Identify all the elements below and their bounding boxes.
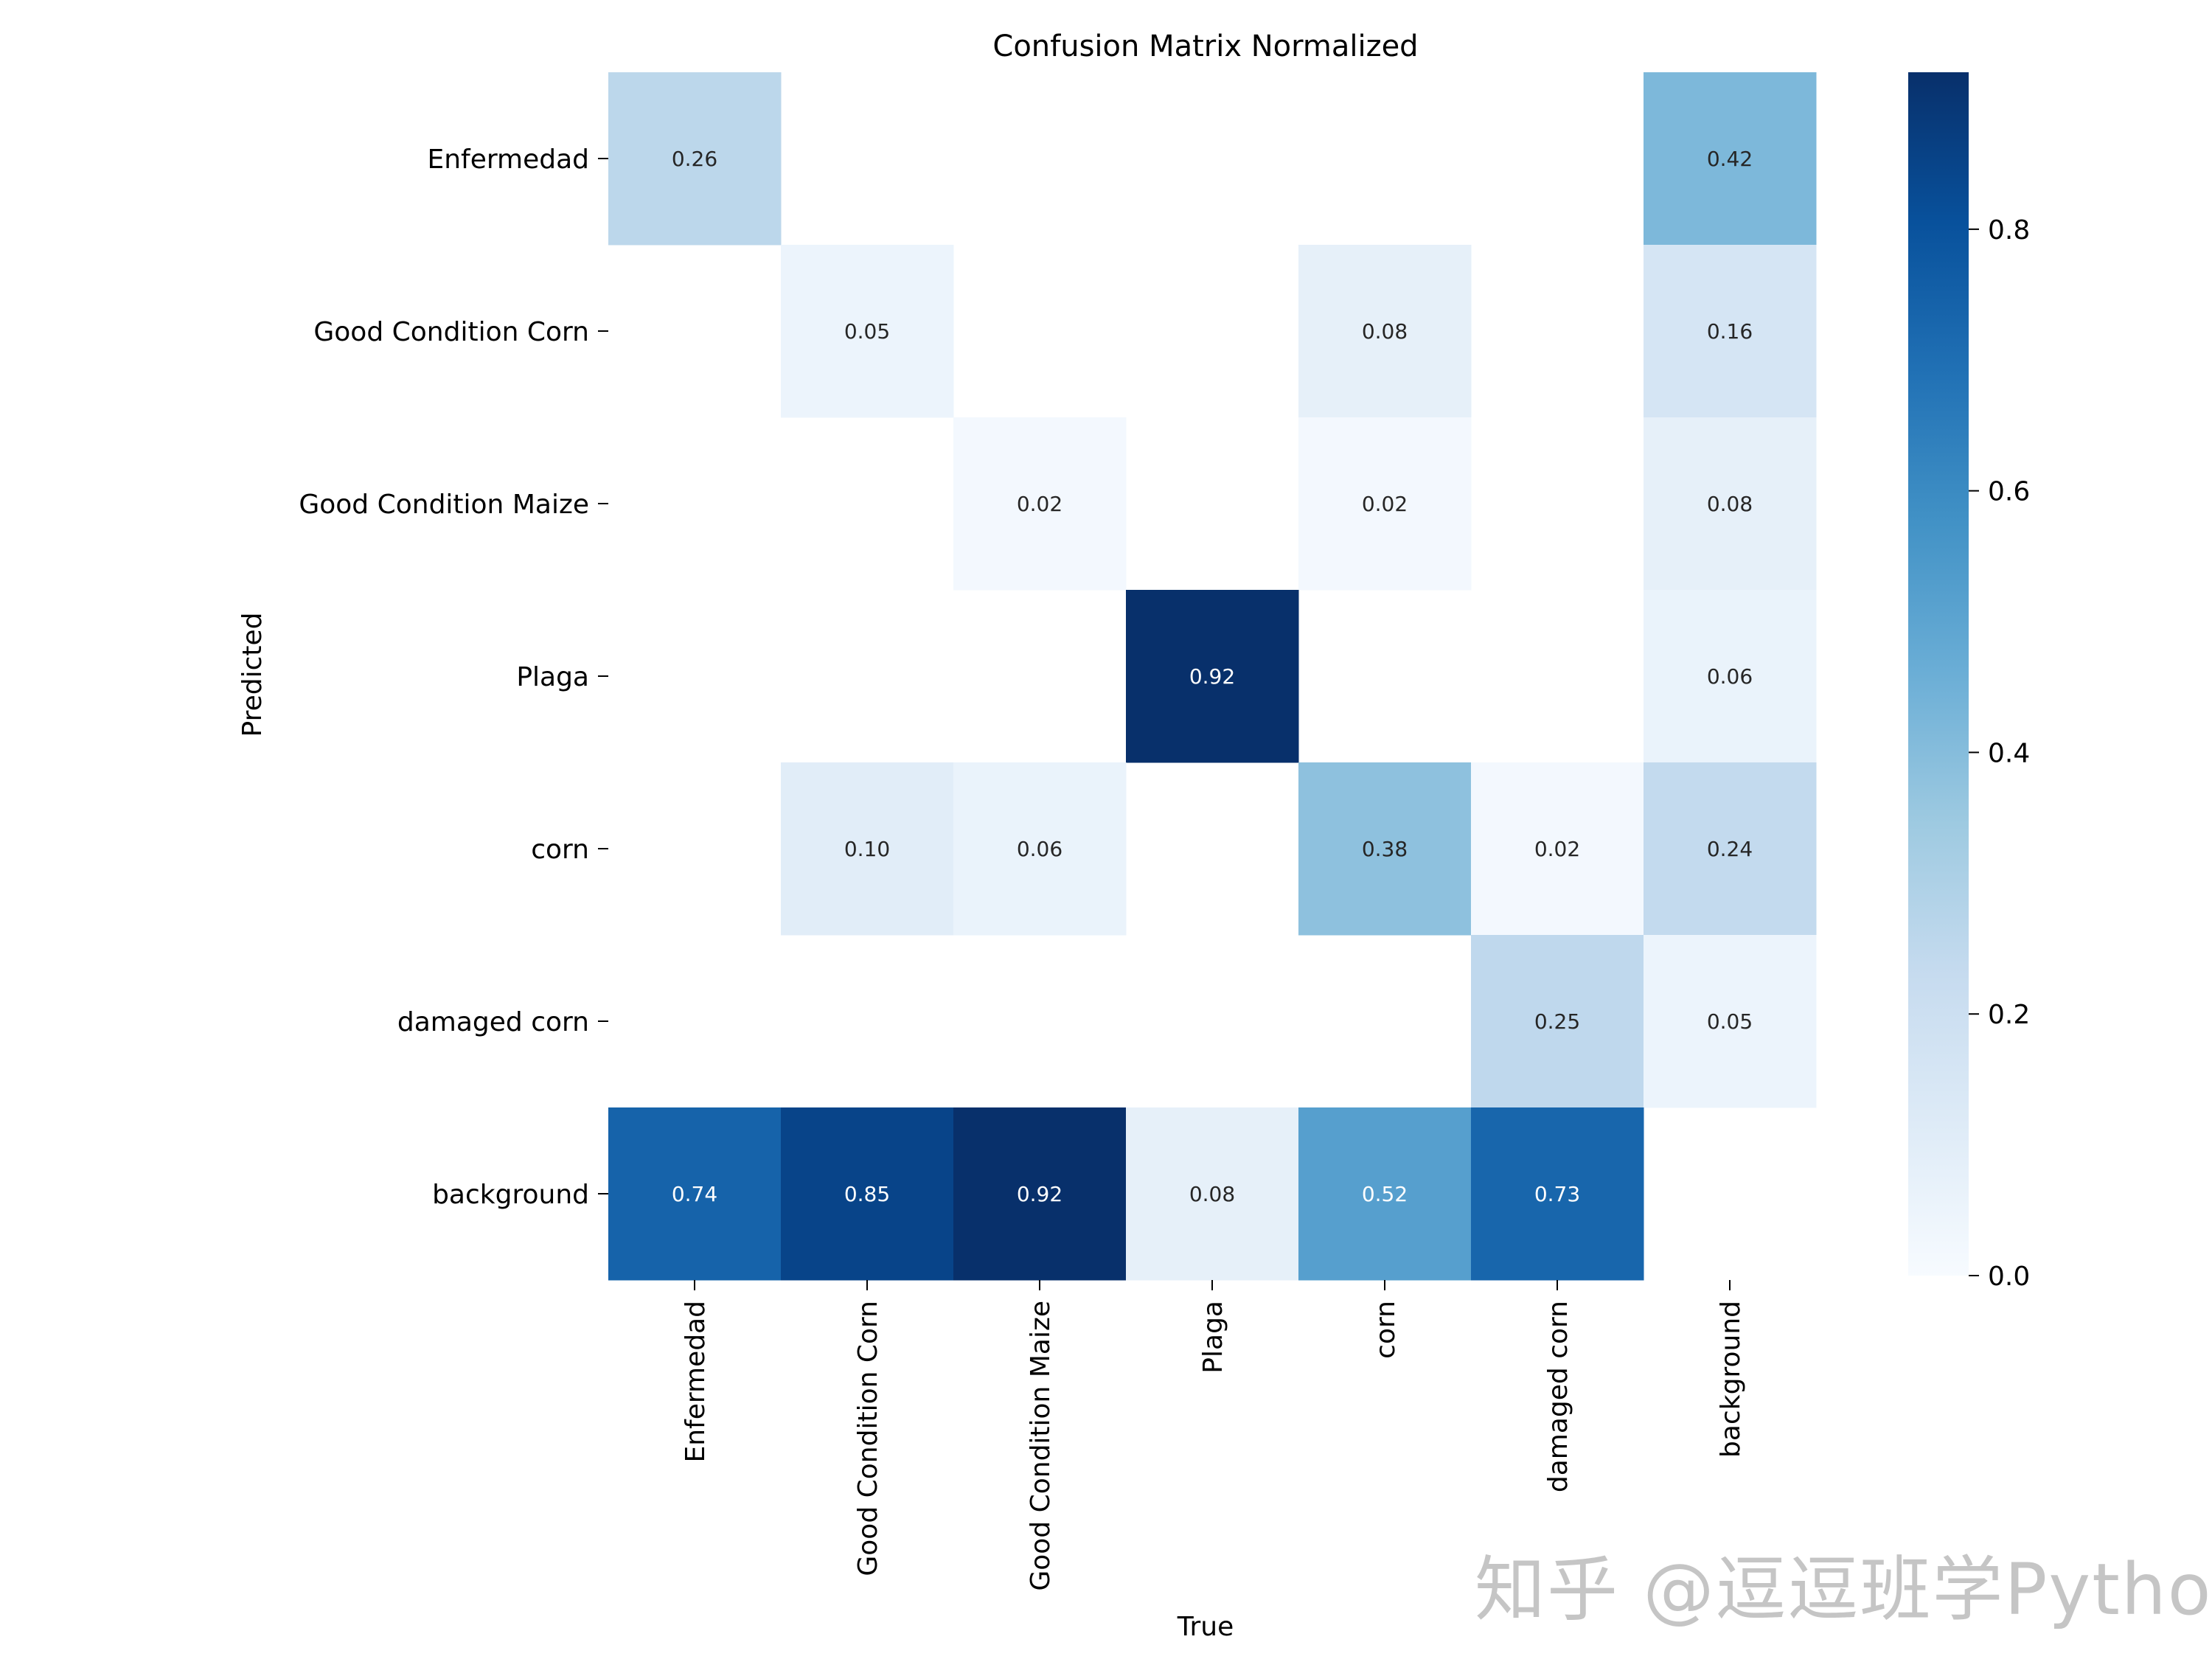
cell-value-label: 0.85 — [844, 1182, 890, 1206]
cell-value-label: 0.92 — [1189, 664, 1235, 689]
cell-value-label: 0.92 — [1017, 1182, 1062, 1206]
heatmap-cell — [1298, 245, 1472, 418]
heatmap-cell — [1298, 417, 1472, 591]
x-tick-label: corn — [1371, 1301, 1401, 1359]
heatmap-cell — [953, 417, 1127, 591]
x-tick-label: Good Condition Corn — [853, 1301, 883, 1576]
heatmap-cell — [781, 762, 954, 936]
cell-value-label: 0.08 — [1189, 1182, 1235, 1206]
heatmap-cell — [953, 1107, 1127, 1281]
heatmap-cell — [1471, 935, 1644, 1108]
cell-value-label: 0.06 — [1707, 664, 1753, 689]
cell-value-label: 0.08 — [1707, 492, 1753, 516]
heatmap-cell — [1644, 245, 1817, 418]
colorbar — [1908, 72, 1969, 1276]
heatmap-cell — [1471, 1107, 1644, 1281]
cell-value-label: 0.16 — [1707, 319, 1753, 344]
cell-value-label: 0.06 — [1017, 837, 1062, 861]
y-tick-label: Good Condition Corn — [313, 317, 589, 347]
cell-value-label: 0.02 — [1534, 837, 1580, 861]
heatmap-cell-labels: 0.26 0.42 0.05 0.08 0.16 0.02 0.02 0.08 0.92 0.06… — [672, 147, 1753, 1206]
y-tick-label: Plaga — [516, 662, 589, 692]
heatmap-cell — [781, 245, 954, 418]
x-axis-label: True — [1177, 1612, 1234, 1642]
colorbar-tick-label: 0.0 — [1988, 1262, 2030, 1292]
cell-value-label: 0.42 — [1707, 147, 1753, 171]
cell-value-label: 0.10 — [844, 837, 890, 861]
y-tick-label: corn — [531, 835, 589, 865]
heatmap-cell — [1644, 72, 1817, 246]
cell-value-label: 0.38 — [1362, 837, 1408, 861]
cell-value-label: 0.26 — [672, 147, 717, 171]
heatmap-cell — [608, 72, 782, 246]
x-tick-label: background — [1716, 1301, 1746, 1458]
y-tick-label: damaged corn — [397, 1007, 589, 1037]
heatmap-cell — [781, 1107, 954, 1281]
y-tick-label: Good Condition Maize — [299, 490, 589, 520]
cell-value-label: 0.52 — [1362, 1182, 1408, 1206]
cell-value-label: 0.05 — [844, 319, 890, 344]
heatmap-cells — [608, 72, 1817, 1281]
cell-value-label: 0.25 — [1534, 1009, 1580, 1034]
cell-value-label: 0.05 — [1707, 1009, 1753, 1034]
x-tick-label: Good Condition Maize — [1026, 1301, 1056, 1591]
heatmap-cell — [608, 1107, 782, 1281]
x-tick-label: damaged corn — [1543, 1301, 1573, 1492]
colorbar-tick-label: 0.4 — [1988, 738, 2030, 768]
cell-value-label: 0.02 — [1362, 492, 1408, 516]
chart-title: Confusion Matrix Normalized — [992, 29, 1418, 63]
heatmap-cell — [1644, 762, 1817, 936]
heatmap-cell — [1298, 762, 1472, 936]
heatmap-cell — [1126, 1107, 1299, 1281]
heatmap-cell — [1126, 590, 1299, 763]
y-tick-label: background — [432, 1180, 589, 1210]
cell-value-label: 0.08 — [1362, 319, 1408, 344]
x-tick-label: Enfermedad — [681, 1301, 711, 1463]
y-tick-label: Enfermedad — [427, 145, 589, 175]
cell-value-label: 0.24 — [1707, 837, 1753, 861]
y-axis-label: Predicted — [237, 613, 268, 737]
cell-value-label: 0.02 — [1017, 492, 1062, 516]
heatmap-cell — [1644, 590, 1817, 763]
cell-value-label: 0.74 — [672, 1182, 717, 1206]
heatmap-cell — [1298, 1107, 1472, 1281]
colorbar-tick-label: 0.6 — [1988, 477, 2030, 507]
colorbar-ticks: 0.0 0.2 0.4 0.6 0.8 — [1969, 215, 2030, 1292]
colorbar-tick-label: 0.2 — [1988, 1000, 2030, 1030]
x-tick-label: Plaga — [1198, 1301, 1228, 1374]
heatmap-cell — [1471, 762, 1644, 936]
heatmap-cell — [953, 762, 1127, 936]
cell-value-label: 0.73 — [1534, 1182, 1580, 1206]
watermark: 知乎 @逗逗班学Python — [1475, 1548, 2212, 1631]
heatmap-cell — [1644, 935, 1817, 1108]
heatmap-cell — [1644, 417, 1817, 591]
colorbar-tick-label: 0.8 — [1988, 215, 2030, 246]
y-axis-ticks: Enfermedad Good Condition Corn Good Condit… — [299, 145, 608, 1210]
x-axis-ticks: Enfermedad Good Condition Corn Good Condit… — [681, 1280, 1746, 1591]
